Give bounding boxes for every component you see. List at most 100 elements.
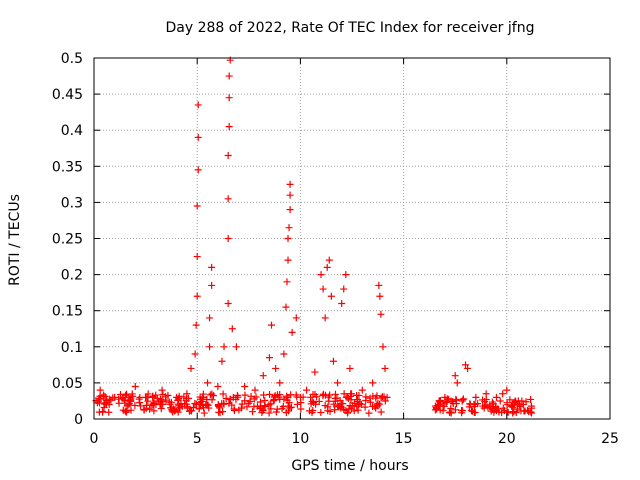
data-point xyxy=(283,392,291,400)
data-point xyxy=(297,405,305,413)
data-point xyxy=(377,408,385,416)
data-point xyxy=(102,401,110,409)
data-point xyxy=(338,299,346,307)
data-point xyxy=(451,372,459,380)
data-point xyxy=(362,393,370,401)
data-point xyxy=(220,399,228,407)
data-point xyxy=(220,343,228,351)
data-point xyxy=(115,395,123,403)
data-point xyxy=(208,263,216,271)
y-tick-label: 0.1 xyxy=(61,340,83,356)
data-point xyxy=(503,386,511,394)
data-point xyxy=(225,72,233,80)
data-point xyxy=(315,397,323,405)
data-point xyxy=(142,393,150,401)
data-point xyxy=(250,403,258,411)
data-point xyxy=(152,391,160,399)
data-point xyxy=(225,94,233,102)
data-point xyxy=(127,406,135,414)
x-tick-label: 0 xyxy=(90,431,99,447)
y-tick-label: 0.15 xyxy=(52,304,83,320)
data-point xyxy=(248,408,256,416)
x-tick-label: 5 xyxy=(193,431,202,447)
data-point xyxy=(464,364,472,372)
y-tick-label: 0.05 xyxy=(52,376,83,392)
data-point xyxy=(193,292,201,300)
data-point xyxy=(257,403,265,411)
data-point xyxy=(509,403,517,411)
data-point xyxy=(350,407,358,415)
data-point xyxy=(317,271,325,279)
data-point xyxy=(150,407,158,415)
data-point xyxy=(308,409,316,417)
data-point xyxy=(324,403,332,411)
data-point xyxy=(260,391,268,399)
data-point xyxy=(224,299,232,307)
data-point xyxy=(265,354,273,362)
data-point xyxy=(325,256,333,264)
data-point xyxy=(346,364,354,372)
data-point xyxy=(191,350,199,358)
data-point xyxy=(462,361,470,369)
data-point xyxy=(243,403,251,411)
data-point xyxy=(283,278,291,286)
data-point xyxy=(193,253,201,261)
data-point xyxy=(251,386,259,394)
y-tick-label: 0.35 xyxy=(52,159,83,175)
data-point xyxy=(116,390,124,398)
data-point xyxy=(373,392,381,400)
data-point xyxy=(250,395,258,403)
data-point xyxy=(219,408,227,416)
data-point xyxy=(206,391,214,399)
data-point xyxy=(203,400,211,408)
axis-ticks: 0 0.05 0.1 0.15 0.2 0.25 0.3 0.35 0.4 0.45 0.5 0 5 10… xyxy=(52,51,619,447)
x-axis-label: GPS time / hours xyxy=(291,458,408,474)
data-point xyxy=(527,408,535,416)
data-point xyxy=(266,390,274,398)
data-point xyxy=(276,391,284,399)
data-point xyxy=(218,357,226,365)
data-point xyxy=(205,404,213,412)
data-point xyxy=(355,401,363,409)
data-point xyxy=(490,408,498,416)
data-point xyxy=(285,399,293,407)
data-point xyxy=(195,404,203,412)
data-point xyxy=(366,394,374,402)
data-point xyxy=(334,379,342,387)
data-point xyxy=(193,202,201,210)
x-tick-label: 20 xyxy=(498,431,516,447)
data-point xyxy=(479,396,487,404)
data-point xyxy=(447,405,455,413)
data-point xyxy=(173,393,181,401)
data-point xyxy=(451,406,459,414)
data-point xyxy=(270,393,278,401)
data-point xyxy=(265,409,273,417)
y-tick-label: 0 xyxy=(74,412,83,428)
x-tick-label: 15 xyxy=(395,431,413,447)
x-tick-label: 25 xyxy=(601,431,619,447)
data-point xyxy=(94,397,102,405)
data-point xyxy=(499,404,507,412)
data-point xyxy=(186,407,194,415)
data-point xyxy=(331,390,339,398)
data-point xyxy=(355,391,363,399)
data-point xyxy=(147,401,155,409)
data-point xyxy=(346,402,354,410)
data-point xyxy=(519,401,527,409)
data-point xyxy=(527,395,535,403)
data-point xyxy=(137,402,145,410)
data-point xyxy=(224,151,232,159)
data-point xyxy=(119,406,127,414)
data-point xyxy=(374,399,382,407)
data-point xyxy=(484,403,492,411)
data-point xyxy=(225,123,233,131)
data-point xyxy=(144,397,152,405)
data-point xyxy=(256,404,264,412)
data-point xyxy=(340,285,348,293)
chart-title: Day 288 of 2022, Rate Of TEC Index for r… xyxy=(166,20,535,36)
data-point xyxy=(149,392,157,400)
data-point xyxy=(498,409,506,417)
data-point xyxy=(342,271,350,279)
grid-lines xyxy=(94,58,610,419)
